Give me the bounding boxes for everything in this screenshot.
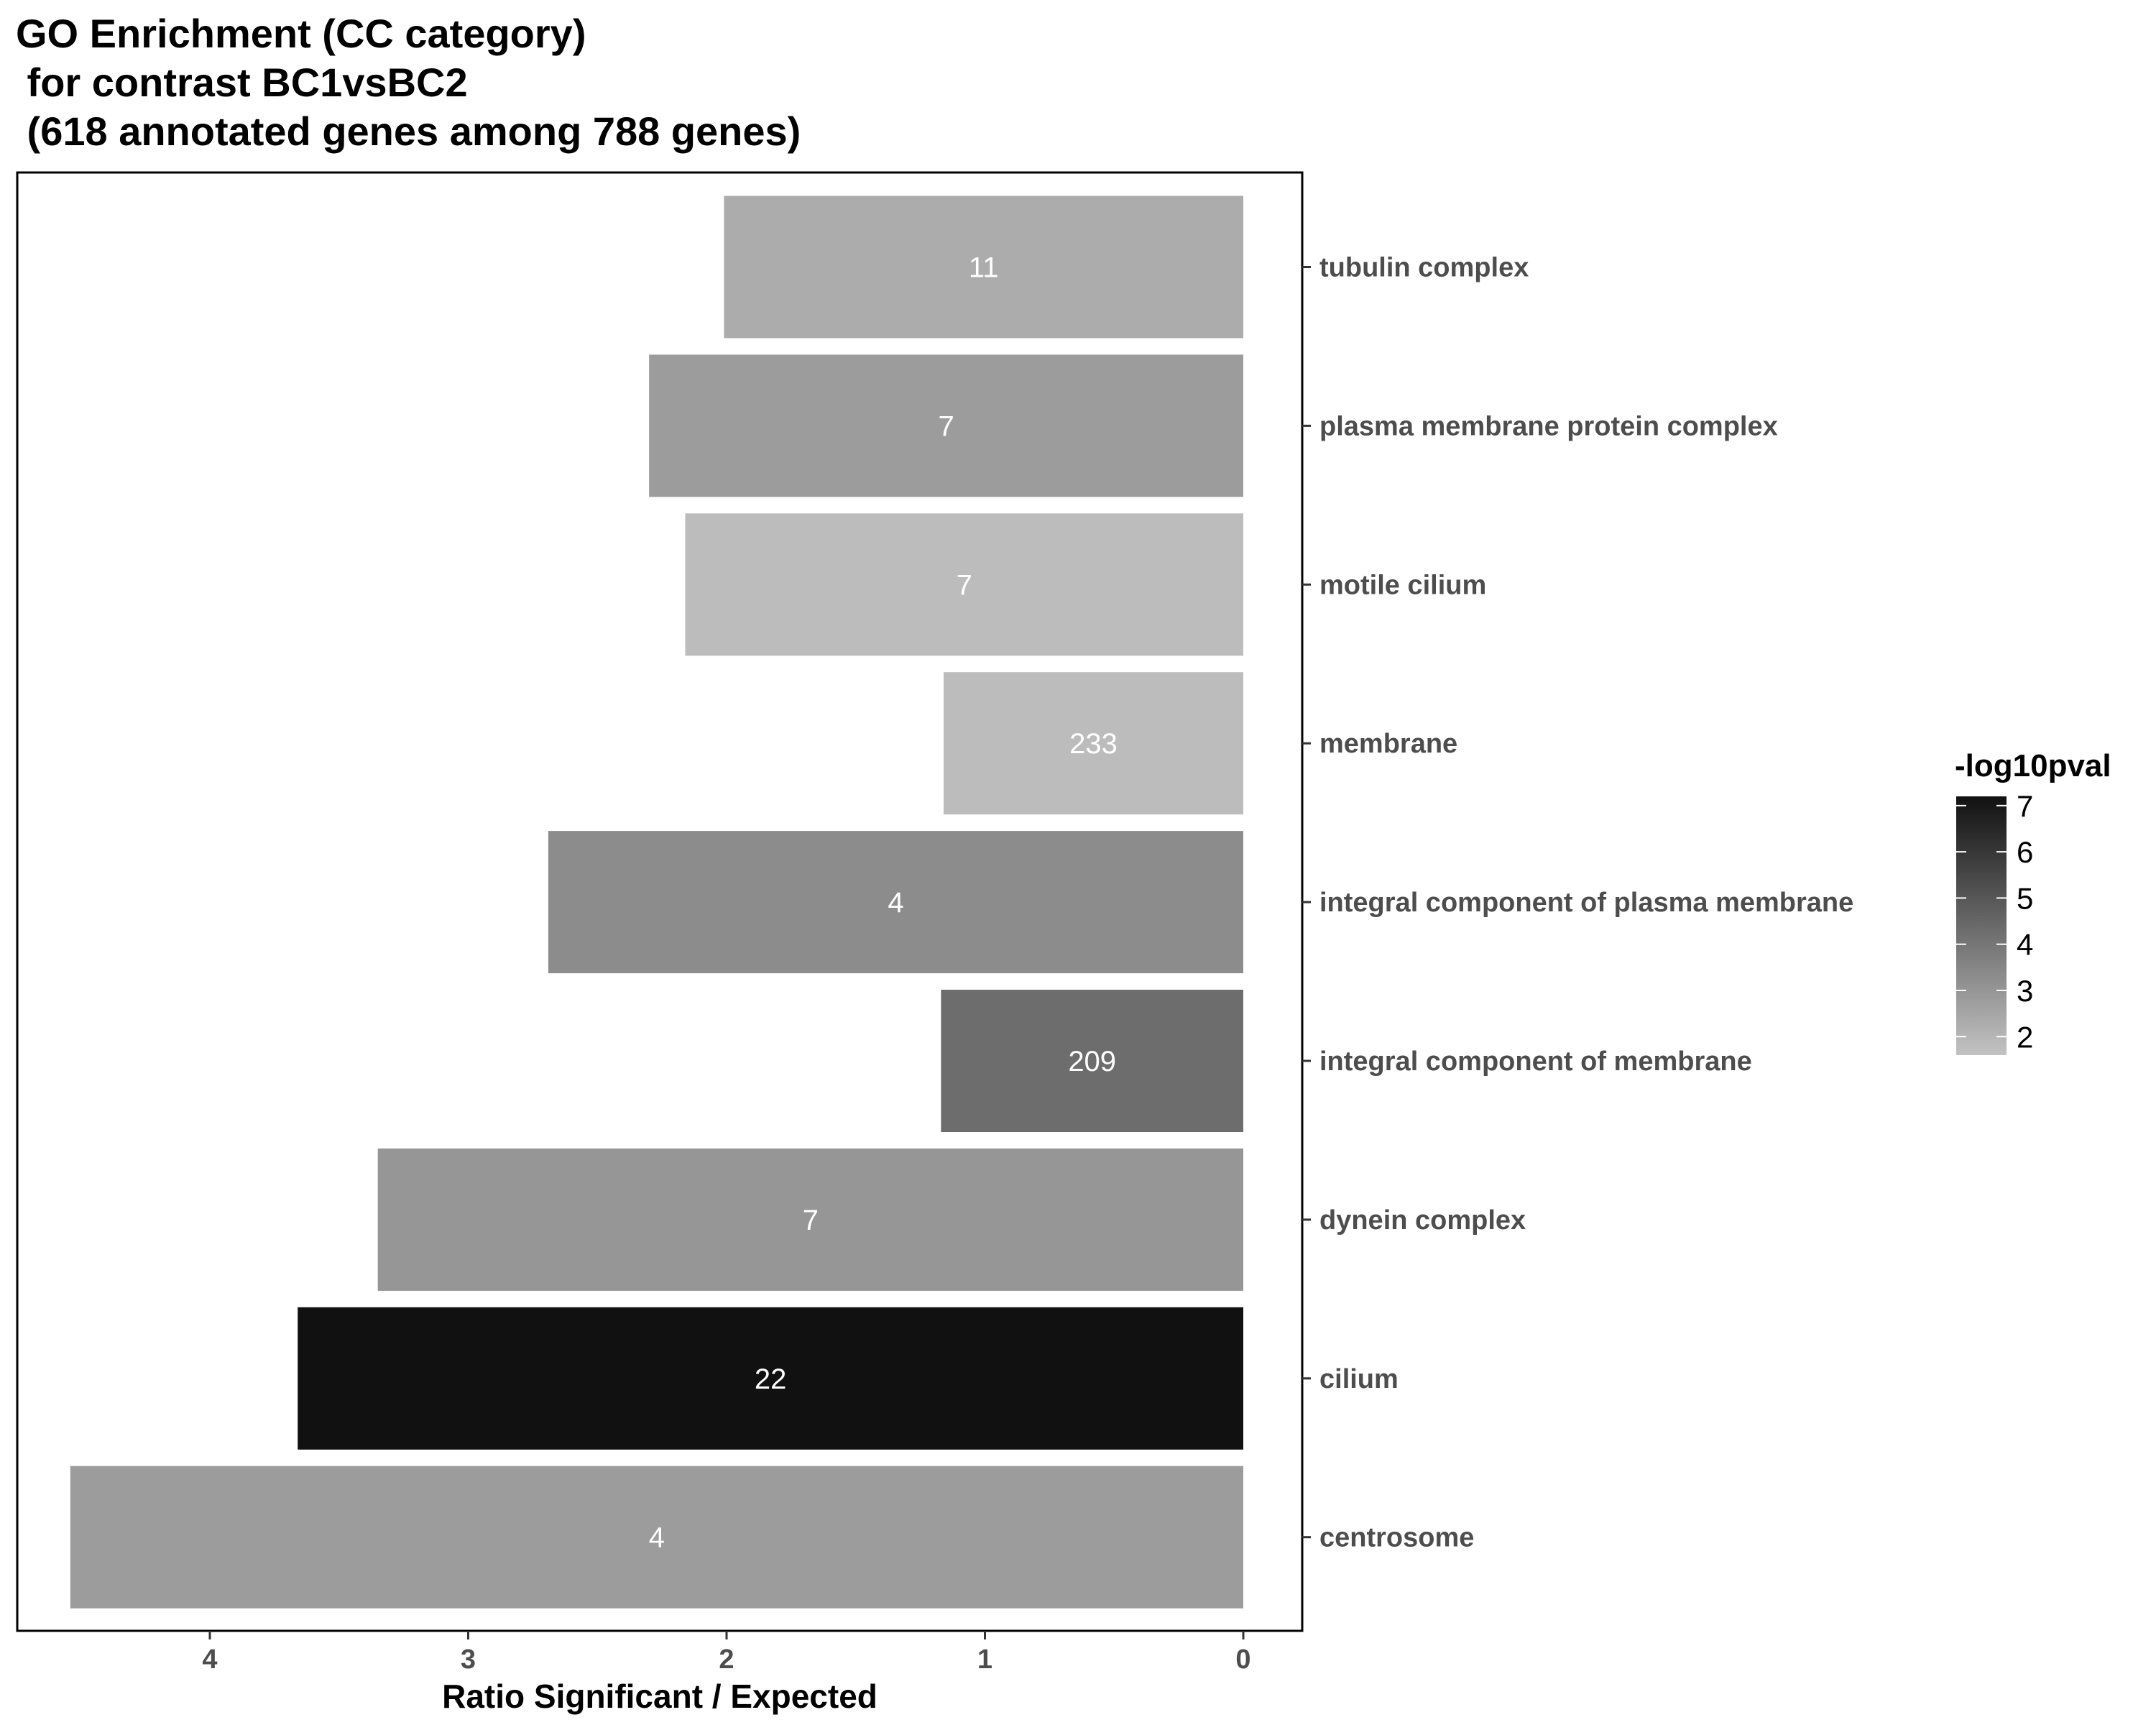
y-axis: tubulin complex plasma membrane protein c… <box>1302 253 1853 1553</box>
bar-label-plasma-membrane-protein-complex: 7 <box>938 410 954 442</box>
y-tick-label-dynein-complex: dynein complex <box>1319 1205 1526 1236</box>
bar-plasma-membrane-protein-complex <box>649 354 1243 497</box>
legend-tick-label-2: 2 <box>2017 1020 2033 1054</box>
y-tick-label-cilium: cilium <box>1319 1364 1399 1394</box>
chart-title-line-3: (618 annotated genes among 788 genes) <box>16 109 801 154</box>
y-tick-label-plasma-membrane-protein-complex: plasma membrane protein complex <box>1319 411 1778 441</box>
bar-label-membrane: 233 <box>1069 728 1118 760</box>
legend-tick-label-5: 5 <box>2017 881 2033 915</box>
bar-integral-component-of-plasma-membrane <box>548 831 1243 974</box>
chart-title: GO Enrichment (CC category) for contrast… <box>16 11 801 154</box>
x-tick-label-4: 4 <box>202 1644 217 1675</box>
bar-label-dynein-complex: 7 <box>803 1205 819 1236</box>
chart-title-line-2: for contrast BC1vsBC2 <box>16 60 468 105</box>
x-axis-title: Ratio Significant / Expected <box>442 1678 877 1715</box>
bar-label-motile-cilium: 7 <box>957 569 972 601</box>
y-tick-label-integral-component-of-membrane: integral component of membrane <box>1319 1046 1752 1077</box>
bar-label-centrosome: 4 <box>649 1522 665 1554</box>
x-tick-label-2: 2 <box>719 1644 734 1675</box>
legend-tick-label-3: 3 <box>2017 974 2033 1008</box>
y-tick-label-motile-cilium: motile cilium <box>1319 570 1486 600</box>
x-tick-label-1: 1 <box>977 1644 992 1675</box>
bar-label-cilium: 22 <box>755 1363 787 1395</box>
y-tick-label-membrane: membrane <box>1319 729 1457 759</box>
bar-cilium <box>298 1307 1244 1450</box>
x-tick-label-3: 3 <box>461 1644 476 1675</box>
legend-ticks: 7 6 5 4 3 2 <box>1956 789 2033 1054</box>
y-tick-label-integral-component-of-plasma-membrane: integral component of plasma membrane <box>1319 888 1853 918</box>
bar-centrosome <box>70 1466 1244 1609</box>
y-tick-label-centrosome: centrosome <box>1319 1523 1474 1553</box>
legend-colorbar <box>1956 796 2007 1055</box>
bar-label-integral-component-of-plasma-membrane: 4 <box>888 887 903 919</box>
bar-tubulin-complex <box>724 196 1243 339</box>
bar-membrane <box>943 672 1243 815</box>
bar-label-integral-component-of-membrane: 209 <box>1068 1046 1116 1077</box>
bar-dynein-complex <box>377 1148 1243 1291</box>
bar-integral-component-of-membrane <box>941 990 1243 1132</box>
bars-layer: 11 7 7 233 4 209 7 22 4 <box>70 196 1244 1609</box>
y-tick-label-tubulin-complex: tubulin complex <box>1319 253 1529 283</box>
x-axis: 4 3 2 1 0 <box>202 1631 1251 1675</box>
legend-tick-label-7: 7 <box>2017 789 2033 823</box>
legend-tick-label-6: 6 <box>2017 835 2033 869</box>
legend-title: -log10pval <box>1955 748 2111 783</box>
legend-tick-label-4: 4 <box>2017 928 2033 962</box>
x-tick-label-0: 0 <box>1235 1644 1250 1675</box>
color-legend: -log10pval 7 6 5 4 3 2 <box>1955 748 2111 1055</box>
chart-title-line-1: GO Enrichment (CC category) <box>16 11 586 56</box>
bar-motile-cilium <box>685 513 1243 656</box>
bar-label-tubulin-complex: 11 <box>969 252 999 284</box>
